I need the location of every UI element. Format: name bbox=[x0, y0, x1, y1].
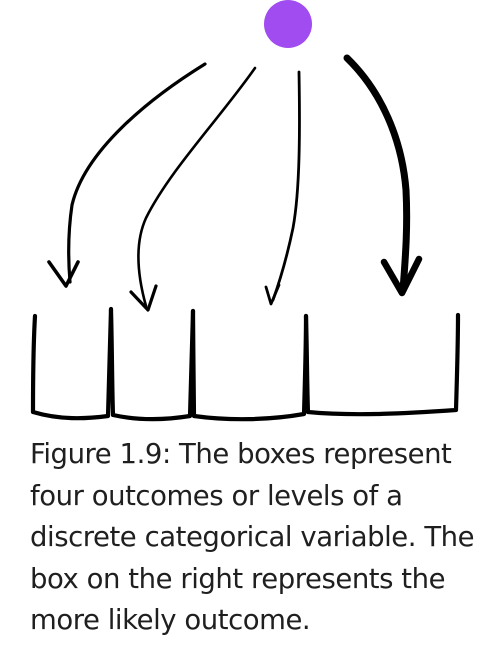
caption-text-start: Figure 1.9: The boxes represent four out… bbox=[30, 438, 452, 553]
outcome-box-4 bbox=[303, 312, 461, 417]
caption-emphasis: categorical bbox=[144, 521, 293, 553]
source-node bbox=[264, 0, 312, 48]
caption-text-end: variable. The box on the right represent… bbox=[30, 521, 475, 636]
outcome-box-1 bbox=[30, 306, 114, 421]
arrow-to-outcome-3 bbox=[264, 70, 301, 306]
outcome-box-3 bbox=[190, 308, 309, 422]
arrow-to-outcome-4 bbox=[343, 54, 423, 297]
arrow-to-outcome-2 bbox=[129, 66, 257, 312]
figure-caption: Figure 1.9: The boxes represent four out… bbox=[30, 434, 480, 642]
outcome-box-2 bbox=[108, 307, 196, 422]
categorical-outcomes-diagram bbox=[30, 0, 461, 422]
arrow-to-outcome-1 bbox=[47, 62, 207, 288]
